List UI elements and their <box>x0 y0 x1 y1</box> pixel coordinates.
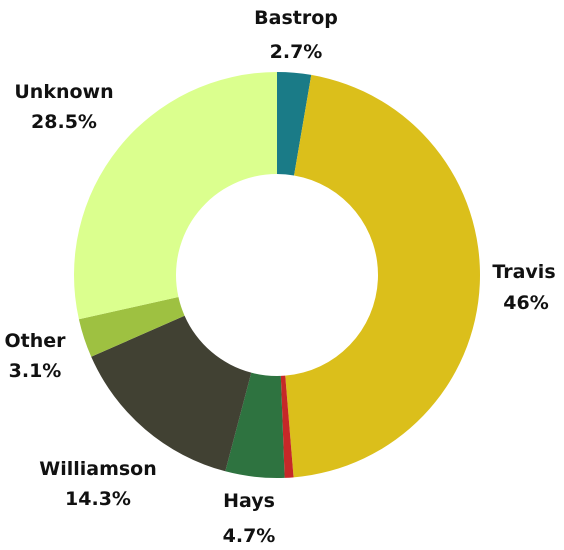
label-unknown-name: Unknown <box>14 81 113 103</box>
slice-labels: Bastrop 2.7% Travis 46% Hays 4.7% Willia… <box>4 7 555 547</box>
label-unknown-value: 28.5% <box>31 111 97 133</box>
label-hays-name: Hays <box>223 490 275 512</box>
label-travis-name: Travis <box>492 261 555 283</box>
slice-williamson <box>91 315 252 472</box>
label-other-name: Other <box>4 330 66 352</box>
label-bastrop-value: 2.7% <box>270 41 323 63</box>
slice-hays <box>225 372 285 478</box>
slice-other <box>78 297 185 357</box>
label-williamson-name: Williamson <box>39 458 157 480</box>
slice-unknown <box>73 72 277 320</box>
slice-unlabeled-2 <box>280 375 294 478</box>
label-travis-value: 46% <box>503 292 548 314</box>
slice-travis <box>285 74 480 478</box>
label-other-value: 3.1% <box>9 360 62 382</box>
label-hays-value: 4.7% <box>223 525 276 547</box>
donut-slices <box>73 72 480 478</box>
label-williamson-value: 14.3% <box>65 488 131 510</box>
label-bastrop-name: Bastrop <box>254 7 338 29</box>
slice-bastrop <box>277 72 312 176</box>
